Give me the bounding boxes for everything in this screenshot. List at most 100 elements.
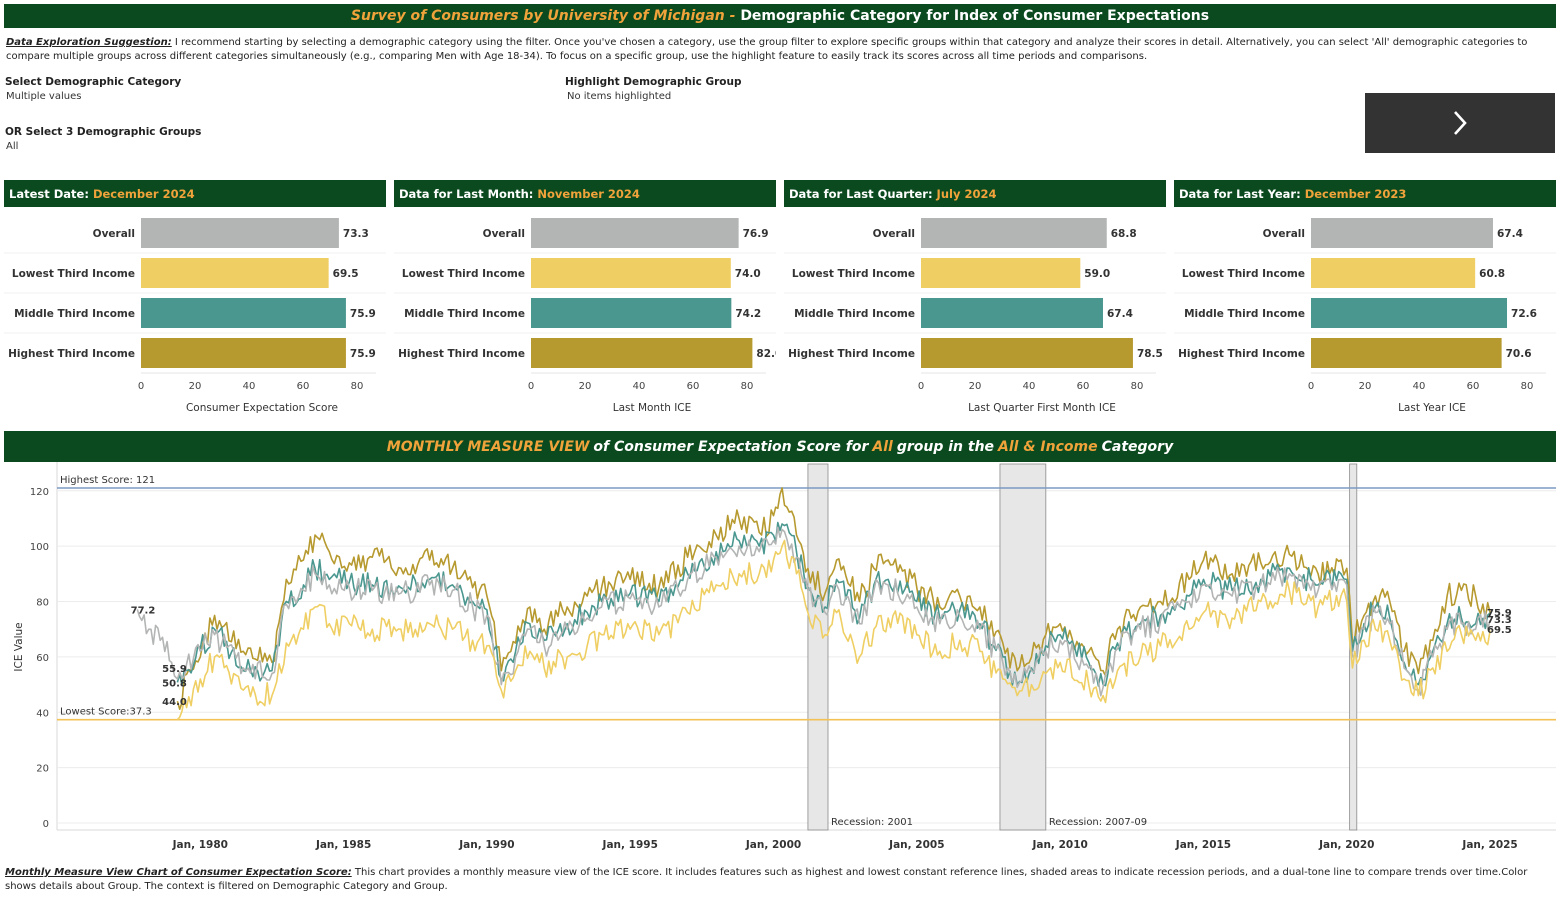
recession-band bbox=[807, 463, 829, 831]
series-start-label: 55.9 bbox=[162, 664, 187, 675]
x-tick-label: 80 bbox=[1521, 381, 1534, 392]
x-tick-label: Jan, 1995 bbox=[602, 839, 658, 851]
panel-header-label: Latest Date: bbox=[9, 186, 89, 201]
monthly-line-chart: 0 20 40 60 80 100 120 Jan, 1980 Jan, 1985 Jan, 19… bbox=[13, 462, 1556, 851]
monthly-view-header: MONTHLY MEASURE VIEW of Consumer Expecta… bbox=[4, 431, 1556, 462]
recession-band bbox=[999, 463, 1047, 831]
chevron-right-icon bbox=[1454, 111, 1467, 135]
x-tick-label: 60 bbox=[1467, 381, 1480, 392]
x-tick-label: Jan, 2015 bbox=[1175, 839, 1231, 851]
x-axis-title: Last Month ICE bbox=[613, 402, 692, 414]
x-tick-label: 0 bbox=[138, 381, 144, 392]
series-line-overall[interactable] bbox=[136, 526, 1491, 697]
monthly-header-p4: group in the bbox=[896, 438, 995, 455]
category-filter-label: Select Demographic Category bbox=[5, 76, 182, 88]
x-tick-label: 80 bbox=[1131, 381, 1144, 392]
bar-value-label: 69.5 bbox=[333, 268, 359, 280]
monthly-header-p6: Category bbox=[1101, 438, 1174, 455]
suggestion-text: I recommend starting by selecting a demo… bbox=[6, 37, 1528, 62]
y-axis-title: ICE Value bbox=[13, 622, 25, 671]
category-label: Highest Third Income bbox=[788, 348, 915, 360]
series-end-label: 69.5 bbox=[1487, 625, 1512, 636]
bar-lowest-third-income[interactable] bbox=[1311, 258, 1476, 288]
bar-value-label: 73.3 bbox=[343, 228, 369, 240]
x-tick-label: 20 bbox=[579, 381, 592, 392]
x-tick-label: Jan, 2010 bbox=[1031, 839, 1087, 851]
bar-middle-third-income[interactable] bbox=[531, 298, 732, 328]
series-start-label: 77.2 bbox=[131, 605, 156, 616]
bar-lowest-third-income[interactable] bbox=[531, 258, 731, 288]
bar-lowest-third-income[interactable] bbox=[141, 258, 329, 288]
exploration-suggestion: Data Exploration Suggestion: I recommend… bbox=[6, 36, 1551, 64]
bar-overall[interactable] bbox=[1311, 218, 1493, 248]
bar-overall[interactable] bbox=[531, 218, 739, 248]
bar-highest-third-income[interactable] bbox=[141, 338, 346, 368]
x-tick-label: 20 bbox=[189, 381, 202, 392]
reference-line-label: Lowest Score:37.3 bbox=[60, 707, 152, 718]
series-start-label: 44.0 bbox=[162, 697, 187, 708]
series-line-highest[interactable] bbox=[176, 487, 1491, 710]
panel-header-label: Data for Last Month: bbox=[399, 186, 534, 201]
y-tick-label: 40 bbox=[36, 708, 49, 719]
chart-footnote: Monthly Measure View Chart of Consumer E… bbox=[5, 866, 1555, 894]
bar-highest-third-income[interactable] bbox=[921, 338, 1133, 368]
x-tick-label: 0 bbox=[1308, 381, 1314, 392]
series-end-label: 73.3 bbox=[1487, 615, 1512, 626]
panel-header-last-quarter: Data for Last Quarter: July 2024 bbox=[784, 180, 1166, 207]
suggestion-lead: Data Exploration Suggestion: bbox=[6, 37, 172, 48]
x-tick-label: 40 bbox=[1413, 381, 1426, 392]
panel-header-date: November 2024 bbox=[537, 186, 640, 201]
bar-highest-third-income[interactable] bbox=[1311, 338, 1502, 368]
x-tick-label: Jan, 2005 bbox=[888, 839, 944, 851]
groups-filter[interactable]: All bbox=[6, 141, 19, 152]
x-tick-label: 20 bbox=[969, 381, 982, 392]
series-line-lowest[interactable] bbox=[176, 539, 1491, 721]
category-filter[interactable]: Multiple values bbox=[6, 91, 82, 102]
groups-filter-label: OR Select 3 Demographic Groups bbox=[5, 126, 202, 138]
footnote-lead: Monthly Measure View Chart of Consumer E… bbox=[5, 867, 352, 878]
bar-lowest-third-income[interactable] bbox=[921, 258, 1081, 288]
x-axis-title: Last Year ICE bbox=[1398, 402, 1466, 414]
bar-value-label: 75.9 bbox=[350, 308, 376, 320]
bar-highest-third-income[interactable] bbox=[531, 338, 753, 368]
monthly-header-p1: MONTHLY MEASURE VIEW bbox=[386, 438, 590, 455]
y-tick-label: 60 bbox=[36, 653, 49, 664]
bar-value-label: 72.6 bbox=[1511, 308, 1537, 320]
bar-chart-last-quarter: Overall 68.8 Lowest Third Income 59.0 Middle… bbox=[784, 218, 1166, 414]
monthly-header-p3: All bbox=[872, 438, 893, 455]
monthly-header-p2: of Consumer Expectation Score for bbox=[593, 438, 869, 455]
monthly-header-p5: All & Income bbox=[998, 438, 1098, 455]
bar-overall[interactable] bbox=[921, 218, 1107, 248]
bar-value-label: 67.4 bbox=[1497, 228, 1523, 240]
x-axis-title: Last Quarter First Month ICE bbox=[968, 402, 1116, 414]
series-start-label: 50.8 bbox=[162, 678, 187, 689]
series-line-middle[interactable] bbox=[176, 521, 1491, 687]
bar-middle-third-income[interactable] bbox=[921, 298, 1103, 328]
bar-value-label: 67.4 bbox=[1107, 308, 1133, 320]
panel-header-date: December 2023 bbox=[1304, 186, 1407, 201]
x-tick-label: 60 bbox=[687, 381, 700, 392]
bar-overall[interactable] bbox=[141, 218, 339, 248]
bar-middle-third-income[interactable] bbox=[141, 298, 346, 328]
bar-chart-last-year: Overall 67.4 Lowest Third Income 60.8 Middle… bbox=[1174, 218, 1556, 414]
footnote-text: This chart provides a monthly measure vi… bbox=[5, 867, 1528, 892]
bar-value-label: 74.0 bbox=[735, 268, 761, 280]
bar-value-label: 78.5 bbox=[1137, 348, 1163, 360]
category-label: Lowest Third Income bbox=[12, 268, 135, 280]
bar-middle-third-income[interactable] bbox=[1311, 298, 1508, 328]
series-end-label: 75.9 bbox=[1487, 608, 1512, 619]
recession-label: Recession: 2007-09 bbox=[1049, 817, 1147, 828]
category-label: Highest Third Income bbox=[398, 348, 525, 360]
panel-header-label: Data for Last Quarter: bbox=[789, 186, 933, 201]
highlight-filter[interactable]: No items highlighted bbox=[567, 91, 672, 102]
category-label: Lowest Third Income bbox=[1182, 268, 1305, 280]
x-tick-label: 0 bbox=[528, 381, 534, 392]
x-tick-label: Jan, 1985 bbox=[315, 839, 371, 851]
x-tick-label: 40 bbox=[1023, 381, 1036, 392]
x-tick-label: Jan, 2000 bbox=[745, 839, 801, 851]
next-page-button[interactable] bbox=[1365, 93, 1555, 153]
y-tick-label: 120 bbox=[30, 487, 49, 498]
x-tick-label: 40 bbox=[243, 381, 256, 392]
bar-value-label: 60.8 bbox=[1479, 268, 1505, 280]
x-tick-label: 0 bbox=[918, 381, 924, 392]
